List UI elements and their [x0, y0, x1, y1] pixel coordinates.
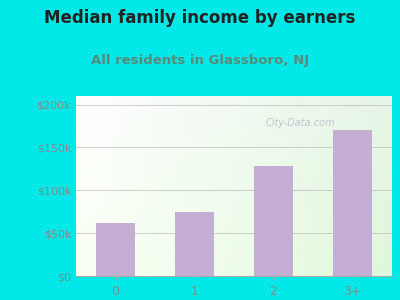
Bar	[175, 212, 214, 276]
Bar	[96, 223, 135, 276]
Text: All residents in Glassboro, NJ: All residents in Glassboro, NJ	[91, 54, 309, 67]
Text: Median family income by earners: Median family income by earners	[44, 9, 356, 27]
Bar	[254, 166, 293, 276]
Text: City-Data.com: City-Data.com	[266, 118, 335, 128]
Bar	[333, 130, 372, 276]
